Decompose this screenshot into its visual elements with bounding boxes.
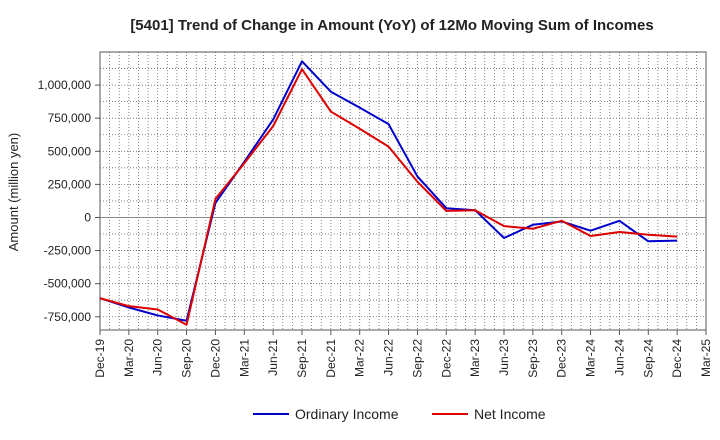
y-tick-label: 500,000: [48, 144, 92, 158]
chart-title: [5401] Trend of Change in Amount (YoY) o…: [130, 17, 653, 34]
x-tick-label: Dec-23: [555, 339, 569, 378]
x-tick-label: Jun-21: [266, 339, 280, 376]
x-tick-label: Sep-22: [410, 339, 424, 378]
y-tick-label: 1,000,000: [38, 78, 92, 92]
x-tick-label: Mar-25: [699, 339, 713, 377]
y-tick-label: -750,000: [44, 310, 92, 324]
legend: Ordinary Income Net Income: [253, 406, 546, 422]
y-tick-label: 250,000: [48, 177, 92, 191]
x-tick-label: Sep-20: [180, 339, 194, 378]
x-tick-label: Dec-22: [439, 339, 453, 378]
x-tick-label: Dec-24: [670, 339, 684, 378]
x-tick-label: Mar-21: [237, 339, 251, 377]
x-tick-label: Jun-24: [612, 339, 626, 376]
y-tick-label: 750,000: [48, 111, 92, 125]
x-tick-label: Jun-20: [151, 339, 165, 376]
y-tick-label: 0: [84, 210, 91, 224]
x-tick-label: Sep-23: [526, 339, 540, 378]
x-tick-label: Mar-24: [584, 339, 598, 377]
plot-area: [99, 51, 707, 331]
axes: -750,000 -500,000 -250,000 0 250,000 500,000 7…: [38, 78, 713, 378]
x-tick-label: Sep-21: [295, 339, 309, 378]
x-tick-label: Dec-20: [208, 339, 222, 378]
y-tick-label: -500,000: [44, 277, 92, 291]
x-tick-label: Sep-24: [641, 339, 655, 378]
x-tick-label: Dec-19: [93, 339, 107, 378]
series-lines: [99, 60, 678, 326]
y-axis-title: Amount (million yen): [6, 133, 21, 252]
series-line-1: [99, 68, 678, 326]
y-tick-label: -250,000: [44, 244, 92, 258]
x-tick-label: Mar-23: [468, 339, 482, 377]
legend-label: Ordinary Income: [295, 406, 399, 422]
x-tick-label: Jun-22: [382, 339, 396, 376]
x-tick-label: Mar-22: [353, 339, 367, 377]
legend-label: Net Income: [474, 406, 546, 422]
x-tick-label: Mar-20: [122, 339, 136, 377]
x-tick-label: Jun-23: [497, 339, 511, 376]
grid: [99, 51, 707, 331]
x-tick-label: Dec-21: [324, 339, 338, 378]
